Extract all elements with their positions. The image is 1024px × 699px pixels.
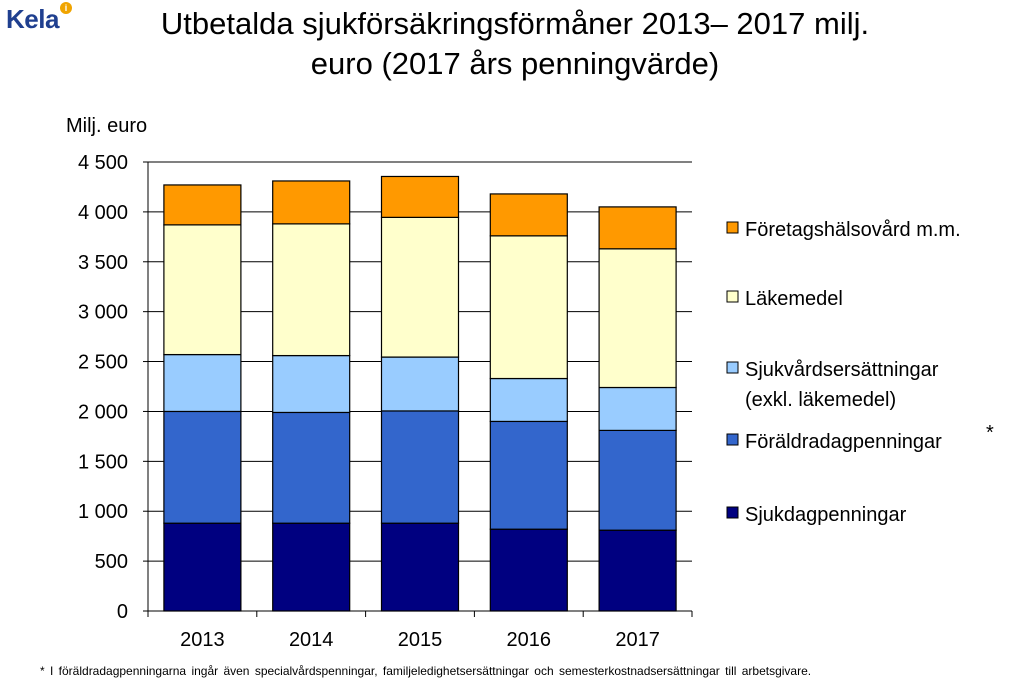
bar-segment (380, 522, 460, 612)
bar-segment (380, 356, 460, 412)
y-tick-label: 2 500 (78, 352, 128, 374)
bar-segment (380, 410, 460, 524)
bar-segment (380, 216, 460, 358)
y-tick-label: 500 (95, 551, 128, 573)
legend-label: Företagshälsovård m.m. (745, 219, 961, 241)
legend-swatch (726, 361, 739, 374)
legend-swatch (726, 506, 739, 519)
bar-segment (489, 235, 568, 380)
y-tick-label: 3 000 (78, 302, 128, 324)
y-tick-label: 4 500 (78, 152, 128, 174)
bar-segment (272, 223, 351, 357)
x-tick-label: 2015 (398, 629, 443, 651)
legend-label: Sjukvårdsersättningar (745, 359, 939, 381)
bar-segment (489, 193, 568, 237)
kela-logo-mark-icon: i (60, 2, 72, 14)
bar-segment (380, 175, 460, 218)
bar-segment (163, 184, 242, 226)
x-tick-label: 2017 (615, 629, 660, 651)
logo-text: Kela (6, 4, 59, 34)
bar-segment (489, 528, 568, 612)
bar-segment (272, 522, 351, 612)
y-tick-label: 4 000 (78, 202, 128, 224)
bar-segment (272, 180, 351, 225)
y-tick-label: 2 000 (78, 401, 128, 423)
y-tick-label: 0 (117, 601, 128, 623)
bar-segment (163, 224, 242, 356)
x-tick-label: 2016 (507, 629, 552, 651)
bar-segment (598, 386, 677, 432)
bar-segment (598, 529, 677, 612)
kela-logo: Kela (6, 4, 59, 35)
bar-segment (163, 353, 242, 413)
chart-title-line2: euro (2017 års penningvärde) (310, 46, 720, 81)
legend-label: Föräldradagpenningar (745, 431, 942, 453)
bar-segment (272, 411, 351, 524)
y-axis-label: Milj. euro (66, 115, 147, 137)
legend-swatch (726, 290, 739, 303)
legend-label: Sjukdagpenningar (745, 504, 907, 526)
legend-label: (exkl. läkemedel) (745, 389, 896, 411)
legend-label: Läkemedel (745, 288, 843, 310)
bar-segment (598, 429, 677, 531)
x-tick-label: 2013 (180, 629, 225, 651)
bar-segment (489, 377, 568, 423)
y-tick-label: 3 500 (78, 252, 128, 274)
legend-swatch (726, 221, 739, 234)
y-tick-label: 1 000 (78, 501, 128, 523)
y-tick-label: 1 500 (78, 451, 128, 473)
bar-segment (163, 410, 242, 524)
legend-asterisk: * (986, 422, 994, 444)
chart-title: Utbetalda sjukförsäkringsförmåner 2013– … (100, 4, 930, 84)
bar-segment (598, 248, 677, 389)
bar-segment (163, 522, 242, 612)
bar-segment (272, 354, 351, 414)
bar-segment (598, 206, 677, 250)
chart-title-line1: Utbetalda sjukförsäkringsförmåner 2013– … (160, 6, 870, 41)
bar-segment (489, 420, 568, 530)
legend-swatch (726, 433, 739, 446)
footnote: * I föräldradagpenningarna ingår även sp… (40, 664, 812, 678)
x-tick-label: 2014 (289, 629, 334, 651)
